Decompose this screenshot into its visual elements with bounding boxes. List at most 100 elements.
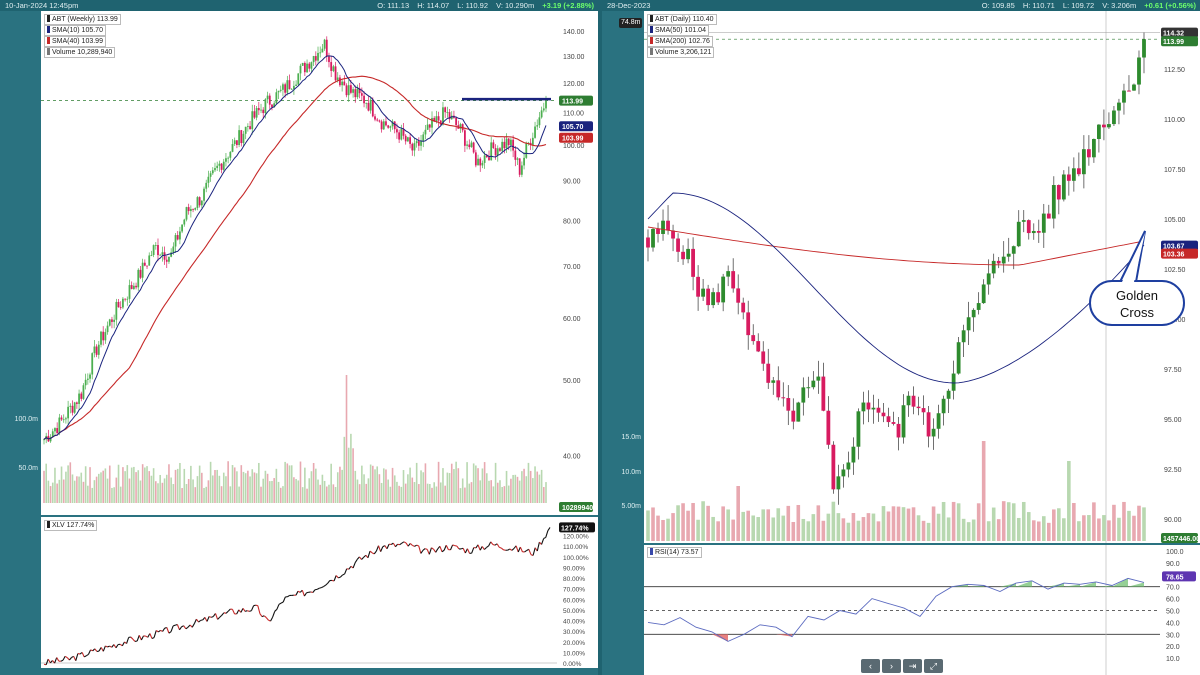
volume-bar: [475, 465, 477, 503]
candle-body: [966, 317, 971, 331]
volume-bar: [936, 513, 941, 541]
legend-swatch: [650, 26, 653, 33]
volume-bar: [477, 468, 479, 503]
volume-bar: [455, 461, 457, 503]
volume-bar: [295, 478, 297, 503]
right-rsi-panel[interactable]: RSI(14) 73.57: [644, 545, 1160, 675]
xlv-line-segment: [250, 605, 255, 611]
candle-body: [286, 80, 289, 93]
volume-bar: [205, 486, 208, 503]
jump-to-end-button[interactable]: ⇥: [903, 659, 922, 673]
xlv-line-segment: [452, 544, 455, 547]
candle-body: [1081, 149, 1086, 175]
left-high: H: 114.07: [417, 1, 450, 10]
left-legend-sma10: SMA(10) 105.70: [44, 25, 106, 36]
left-price-panel[interactable]: ABT (Weekly) 113.99 SMA(10) 105.70 SMA(4…: [41, 11, 557, 515]
volume-bar: [170, 477, 172, 503]
candle-body: [542, 108, 545, 111]
price-tick-label: 130.00: [563, 54, 585, 61]
xlv-line-segment: [282, 596, 286, 603]
volume-bar: [906, 508, 911, 541]
candle-body: [62, 419, 65, 421]
volume-bar: [426, 483, 429, 503]
left-xlv-panel[interactable]: XLV 127.74%: [41, 517, 557, 668]
candle-body: [231, 144, 234, 152]
candle-body: [936, 413, 941, 429]
volume-tick-label: 15.0m: [622, 434, 642, 441]
candle-body: [516, 158, 519, 160]
sma200-tag: 103.36: [1163, 252, 1185, 259]
rsi-overbought-fill: [1064, 584, 1080, 587]
panel-divider[interactable]: [598, 0, 602, 675]
xlv-line-segment: [68, 657, 72, 661]
xlv-line-segment: [399, 542, 403, 546]
xlv-line-segment: [274, 608, 278, 612]
volume-bar: [323, 480, 326, 503]
candle-body: [701, 288, 706, 297]
chevron-right-icon: ›: [890, 661, 893, 671]
scroll-right-button[interactable]: ›: [882, 659, 901, 673]
right-price-panel[interactable]: ABT (Daily) 110.40 SMA(50) 101.04 SMA(20…: [644, 11, 1160, 543]
candle-body: [205, 182, 208, 189]
candle-body: [277, 90, 280, 93]
volume-bar: [424, 463, 427, 503]
candle-body: [314, 56, 317, 61]
volume-bar: [472, 463, 475, 503]
xlv-line-segment: [211, 615, 214, 618]
volume-bar: [95, 476, 98, 503]
xlv-line-segment: [86, 653, 89, 657]
xlv-line-segment: [107, 645, 110, 648]
volume-bar: [365, 483, 368, 503]
right-rsi-legend: RSI(14) 73.57: [647, 547, 702, 558]
volume-bar: [756, 517, 761, 541]
candle-body: [273, 103, 276, 108]
golden-cross-callout: Golden Cross: [1089, 280, 1185, 326]
candle-body: [424, 129, 427, 135]
sma10-tag: 105.70: [562, 124, 584, 131]
volume-bar: [393, 475, 396, 503]
candle-body: [534, 126, 536, 138]
volume-bar: [1127, 510, 1131, 541]
xlv-line-segment: [164, 626, 167, 629]
volume-bar: [429, 484, 431, 503]
xlv-line-segment: [191, 623, 195, 628]
chevron-left-icon: ‹: [869, 661, 872, 671]
candle-body: [836, 476, 841, 490]
candle-body: [540, 110, 543, 118]
left-volume: V: 10.290m: [496, 1, 535, 10]
candle-body: [185, 207, 188, 220]
price-tick-label: 80.00: [563, 219, 581, 226]
candle-body: [1011, 246, 1016, 254]
candle-body: [871, 407, 876, 410]
volume-bar: [721, 506, 725, 541]
volume-bar: [106, 478, 109, 503]
xlv-line-segment: [56, 657, 60, 662]
scroll-left-button[interactable]: ‹: [861, 659, 880, 673]
candle-body: [233, 140, 236, 145]
candle-body: [255, 108, 258, 118]
volume-bar: [746, 510, 751, 541]
expand-button[interactable]: ⤢: [924, 659, 943, 673]
candle-body: [222, 161, 225, 170]
volume-bar: [811, 514, 816, 541]
volume-bar: [916, 515, 921, 541]
candle-body: [821, 376, 826, 411]
candle-body: [238, 130, 241, 145]
candle-body: [881, 412, 886, 417]
candle-body: [503, 141, 506, 149]
volume-bar: [671, 513, 675, 541]
candle-body: [891, 422, 896, 424]
volume-bar: [407, 474, 409, 503]
right-legend-sma50: SMA(50) 101.04: [647, 25, 709, 36]
xlv-line-segment: [90, 649, 93, 652]
candle-body: [726, 271, 731, 277]
candle-body: [172, 246, 175, 253]
xlv-line-segment: [45, 658, 49, 665]
volume-bar: [966, 522, 971, 541]
candle-body: [244, 126, 247, 134]
candle-body: [330, 62, 333, 71]
candle-body: [1066, 174, 1071, 181]
candle-body: [711, 292, 716, 306]
candle-body: [666, 220, 670, 231]
xlv-line-segment: [109, 645, 113, 648]
